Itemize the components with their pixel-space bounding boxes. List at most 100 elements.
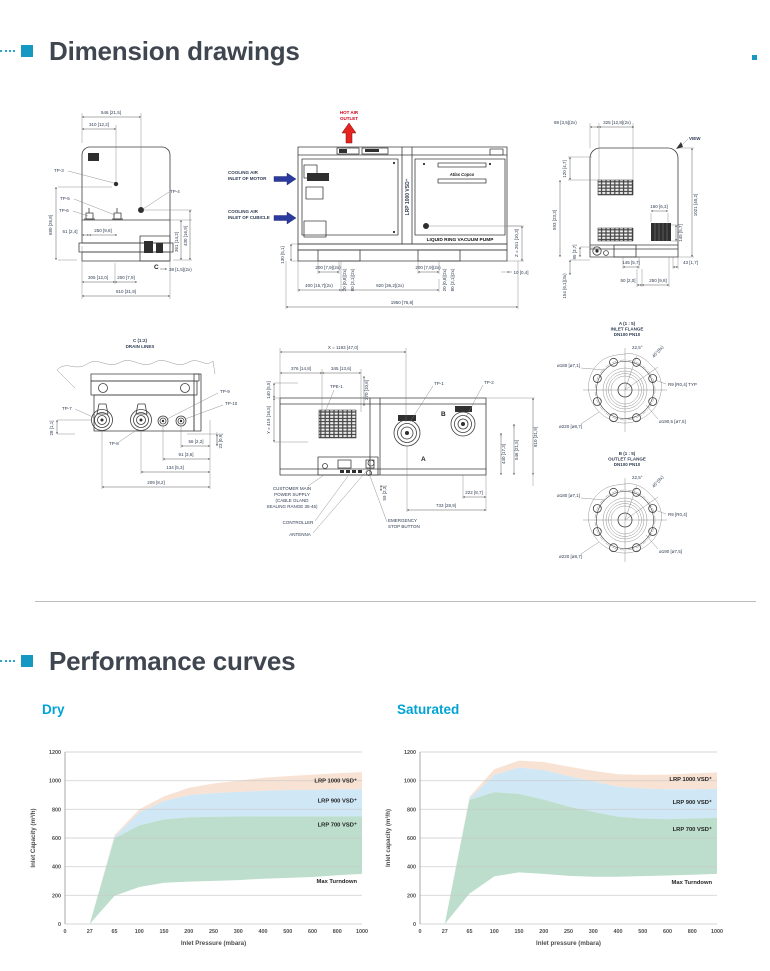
dim-label: 140 [5,5] <box>266 381 271 399</box>
dim-label: 20 [0,8](2x) <box>442 268 447 291</box>
dim-label: 310 [12,2] <box>89 122 109 127</box>
dim-label: 810 [31,9] <box>116 289 136 294</box>
cooling-air-motor-callout: COOLING AIR INLET OF MOTOR <box>228 170 297 186</box>
cooling-air-cubicle-callout: COOLING AIR INLET OF CUBICLE <box>228 209 297 225</box>
front-machine-outline <box>78 146 174 262</box>
drawing-front-view: 546 [21,5] 310 [12,2] TP-3 TP-4 TP-5 TP-… <box>48 110 192 299</box>
drain-structure <box>56 360 216 432</box>
dim-label: ø190 [ø7,5] <box>659 549 682 554</box>
svg-text:POWER SUPPLY: POWER SUPPLY <box>274 492 310 497</box>
dim-label: 145 [5,7] <box>622 260 640 265</box>
rear-machine-outline <box>589 147 679 258</box>
dim-label: 134 [5,3] <box>166 465 184 470</box>
dim-label: 50 [2,0] <box>620 278 635 283</box>
x-axis-title: Inlet Pressure (mbara) <box>181 940 246 947</box>
dim-label: 345 [13,6] <box>331 366 351 371</box>
callout-power-supply: CUSTOMER MAIN <box>273 486 311 491</box>
series-label: LRP 1000 VSD⁺ <box>314 778 357 785</box>
svg-text:INLET FLANGE: INLET FLANGE <box>611 327 644 332</box>
y-tick-label: 1000 <box>404 779 416 785</box>
svg-text:INLET OF MOTOR: INLET OF MOTOR <box>228 176 267 181</box>
dim-label: 10 [0,4] <box>513 270 528 275</box>
dim-label: 920 [36,2](2x) <box>376 283 404 288</box>
svg-text:COOLING AIR: COOLING AIR <box>228 170 259 175</box>
series-label: LRP 1000 VSD⁺ <box>669 776 712 783</box>
dim-label: 209 [8,2] <box>147 480 165 485</box>
dim-label: 80 [3,1](2x) <box>450 268 455 291</box>
test-point-label: TP-9 <box>220 389 230 394</box>
y-tick-label: 200 <box>407 893 416 899</box>
x-tick-label: 300 <box>234 929 243 935</box>
dim-label: ø190,5 [ø7,5] <box>659 419 686 424</box>
dim-label: 91 [3,6] <box>178 452 193 457</box>
series-label: LRP 900 VSD⁺ <box>318 798 357 805</box>
dim-label: 28 [1,1] <box>49 420 54 435</box>
dim-label: 56 [2,2] <box>188 439 203 444</box>
series-label: LRP 900 VSD⁺ <box>673 799 712 806</box>
svg-text:SEALING RANGE 35-45): SEALING RANGE 35-45) <box>266 504 318 509</box>
x-tick-label: 200 <box>539 929 548 935</box>
dim-label: 200 [7,9](2x) <box>415 265 441 270</box>
dim-label: 80 [3,1](2x) <box>350 268 355 291</box>
section-bullet-icon <box>21 45 33 57</box>
performance-chart-saturated: 0 200 400 600 800 1000 1200 0 27 65 100 150 200 250 30… <box>385 750 723 947</box>
angle-label: 45°(8x) <box>651 344 665 359</box>
dim-label: ø180 [ø7,1] <box>557 493 580 498</box>
dim-label: R9 [R0,4] <box>668 512 687 517</box>
drawing-drain-detail: C (1:2) DRAIN LINES TP-7 TP-8 TP-9 TP-10 <box>49 338 238 489</box>
drawing-rear-view: VIEW 88 [3,5](2x) 325 [12,8](2x) 120 [4,… <box>552 120 701 299</box>
x-tick-label: 65 <box>467 929 473 935</box>
section-divider <box>35 601 756 602</box>
dim-label: 23 [0,9] <box>218 433 223 448</box>
dim-label: 546 [21,5] <box>101 110 121 115</box>
flange-a-detail: A (1 : 5) INLET FLANGE DN100 PN10 <box>557 321 697 432</box>
plan-machine-outline <box>279 397 487 476</box>
area-band <box>89 772 362 924</box>
y-tick-label: 0 <box>58 922 61 928</box>
x-tick-label: 150 <box>515 929 524 935</box>
dim-label: ø220 [ø8,7] <box>559 554 582 559</box>
svg-text:HOT AIR: HOT AIR <box>340 110 359 115</box>
up-arrow-icon <box>341 122 357 144</box>
dim-label: 200 [7,9](2x) <box>315 265 341 270</box>
dim-label: 440 [17,3] <box>501 444 506 464</box>
y-axis-title: Inlet Capacity (m³/h) <box>30 808 37 867</box>
drawing-flanges: A (1 : 5) INLET FLANGE DN100 PN10 <box>557 321 697 562</box>
test-point-label: TP-1 <box>434 381 444 386</box>
y-tick-label: 400 <box>407 865 416 871</box>
x-tick-label: 800 <box>333 929 342 935</box>
side-dimension-lines <box>286 226 523 308</box>
angle-label: 22,5° <box>632 345 643 350</box>
performance-chart-dry: 0 200 400 600 800 1000 1200 0 27 65 100 150 200 250 30… <box>30 750 368 947</box>
x-tick-label: 27 <box>442 929 448 935</box>
angle-label: 45°(8x) <box>651 474 665 489</box>
section-title-dimension: Dimension drawings <box>49 35 300 66</box>
svg-text:OUTLET FLANGE: OUTLET FLANGE <box>608 457 646 462</box>
x-tick-label: 1000 <box>711 929 723 935</box>
test-point-label: TP-6 <box>59 208 69 213</box>
chart-title-dry: Dry <box>42 702 65 717</box>
side-extension-lines <box>285 225 524 309</box>
model-name-vertical: LRP 1000 VSD⁺ <box>405 178 411 215</box>
right-arrow-icon <box>273 211 297 225</box>
plan-extension-lines <box>274 348 535 512</box>
test-point-label: TP-2 <box>484 380 494 385</box>
dim-label: 43 [1,7] <box>683 260 698 265</box>
dim-label: 1021 [40,2] <box>693 194 698 217</box>
x-tick-label: 27 <box>87 929 93 935</box>
detail-subtitle: DRAIN LINES <box>126 344 155 349</box>
callout-controller: CONTROLLER <box>283 520 315 525</box>
callout-emergency-stop: EMERGENCY <box>388 518 417 523</box>
callout-antenna: ANTENNA <box>289 532 311 537</box>
detail-callout-c: C <box>154 264 159 271</box>
dim-label: 250 [9,8] <box>94 228 112 233</box>
test-point-label: TP-10 <box>225 401 238 406</box>
y-tick-label: 600 <box>407 836 416 842</box>
svg-text:INLET OF CUBICLE: INLET OF CUBICLE <box>228 215 270 220</box>
side-machine-outline <box>297 146 508 262</box>
y-tick-label: 200 <box>52 893 61 899</box>
series-label: LRP 700 VSD⁺ <box>318 821 357 828</box>
x-tick-label: 500 <box>638 929 647 935</box>
x-tick-label: 400 <box>259 929 268 935</box>
dim-label: 1950 [76,8] <box>391 300 414 305</box>
